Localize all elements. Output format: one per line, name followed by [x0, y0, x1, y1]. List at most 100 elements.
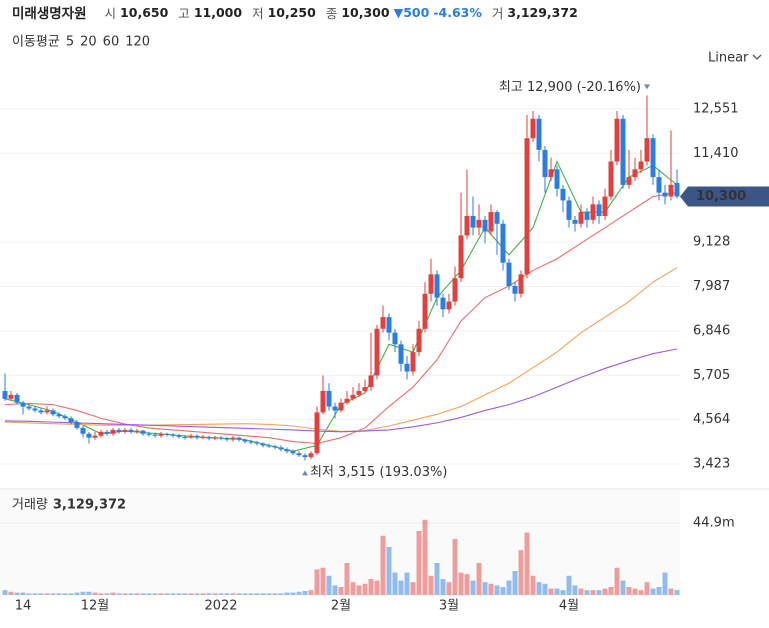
- volume-bar: [668, 588, 674, 595]
- candle-body: [362, 387, 368, 392]
- chevron[interactable]: [752, 54, 762, 60]
- volume-bar: [224, 593, 230, 595]
- candle-body: [44, 410, 50, 413]
- candle-body: [422, 293, 428, 329]
- volume-bar: [470, 580, 476, 595]
- candle-body: [86, 433, 92, 438]
- candle-body: [416, 328, 422, 353]
- volume-bar: [344, 562, 350, 595]
- volume-bar: [56, 593, 62, 595]
- candle-body: [470, 215, 476, 228]
- scale-menu-label[interactable]: Linear: [708, 51, 749, 66]
- change-pct: -4.63%: [433, 4, 482, 20]
- candle-body: [32, 408, 38, 411]
- scale-menu[interactable]: Linear: [708, 51, 762, 66]
- candle-body: [266, 445, 272, 447]
- volume-bar: [182, 593, 188, 595]
- candle-body: [506, 262, 512, 286]
- volume-bar: [308, 590, 314, 595]
- candle-body: [446, 301, 452, 310]
- volume-bar: [134, 593, 140, 595]
- volume-bar: [212, 593, 218, 595]
- candle-body: [212, 437, 218, 439]
- volume-bar: [206, 593, 212, 595]
- candle-body: [512, 285, 518, 294]
- y-tick-label: 11,410: [693, 146, 739, 161]
- volume-bar: [500, 586, 506, 595]
- volume-bar: [350, 582, 356, 595]
- volume-bar: [128, 593, 134, 595]
- candle-body: [584, 212, 590, 220]
- volume-bar: [332, 585, 338, 595]
- candle-body: [500, 223, 506, 263]
- candle-body: [2, 391, 8, 399]
- volume-bar: [674, 589, 680, 595]
- volume-bar: [368, 578, 374, 595]
- candle-body: [38, 410, 44, 413]
- min-marker: [302, 470, 308, 476]
- candle-body: [632, 169, 638, 178]
- price-badge-label: 10,300: [696, 189, 746, 204]
- volume-bar: [320, 567, 326, 595]
- volume-bar: [566, 575, 572, 595]
- legend-entry: 120: [125, 35, 150, 50]
- candle-body: [620, 118, 626, 185]
- candle-body: [158, 433, 164, 436]
- candle-body: [560, 188, 566, 201]
- candle-body: [254, 442, 260, 444]
- x-tick-label: 3월: [439, 599, 459, 614]
- ohlc-value: 10,300: [341, 4, 390, 20]
- candle-body: [182, 436, 188, 438]
- volume-bar: [458, 572, 464, 595]
- volume-bar: [38, 593, 44, 595]
- candle-body: [116, 429, 122, 432]
- candle-body: [188, 435, 194, 438]
- volume-bar: [572, 585, 578, 595]
- x-tick-label: 12월: [81, 599, 110, 614]
- volume-bar: [596, 590, 602, 595]
- candle-body: [122, 429, 128, 432]
- candle-body: [530, 118, 536, 139]
- candle-body: [626, 177, 632, 185]
- volume-bar: [164, 593, 170, 595]
- candle-body: [344, 398, 350, 403]
- max-marker: [644, 84, 650, 90]
- candle-body: [518, 274, 524, 294]
- volume-bar: [398, 580, 404, 595]
- ohlc-value: 10,650: [120, 4, 169, 20]
- volume-bar: [608, 586, 614, 595]
- volume-bar: [188, 593, 194, 595]
- volume-bar: [560, 590, 566, 595]
- candle-body: [140, 430, 146, 434]
- candle-body: [248, 441, 254, 443]
- candle-body: [602, 196, 608, 216]
- candle-body: [428, 274, 434, 294]
- volume-bar: [386, 546, 392, 595]
- volume-bar: [476, 562, 482, 595]
- candle-body: [572, 219, 578, 224]
- candle-body: [368, 375, 374, 388]
- volume-bar: [32, 593, 38, 595]
- volume-bar: [290, 592, 296, 595]
- candle-body: [80, 427, 86, 434]
- candle-body: [578, 212, 584, 224]
- volume-bar: [50, 593, 56, 595]
- volume-bar: [98, 593, 104, 595]
- candle-body: [320, 391, 326, 413]
- max-annotation: 최고 12,900 (-20.16%): [499, 80, 641, 95]
- volume-bar: [638, 590, 644, 595]
- volume-bar: [254, 593, 260, 595]
- volume-title: 거래량: [12, 498, 48, 513]
- volume-bar: [584, 590, 590, 595]
- volume-bar: [2, 590, 8, 595]
- volume-bar: [488, 583, 494, 595]
- candle-body: [8, 394, 14, 399]
- volume-bar: [614, 567, 620, 595]
- volume-bar: [392, 572, 398, 595]
- candle-body: [14, 394, 20, 403]
- volume-bar: [542, 583, 548, 595]
- volume-last: 3,129,372: [53, 498, 126, 513]
- candle-body: [326, 391, 332, 407]
